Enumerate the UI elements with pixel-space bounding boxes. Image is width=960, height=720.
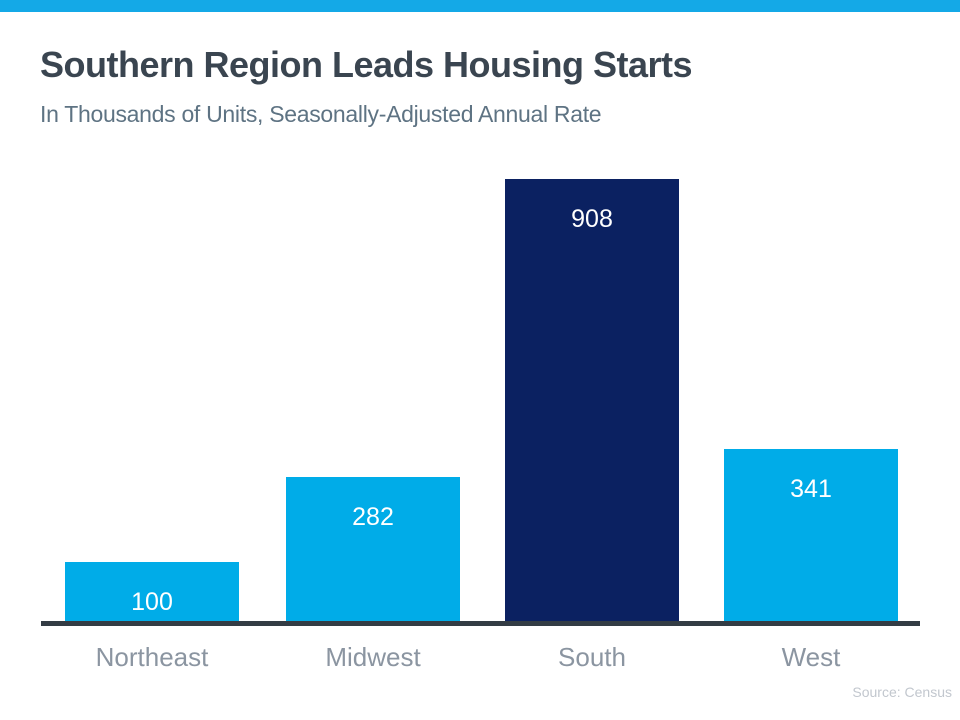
- bar-south: 908: [505, 179, 679, 621]
- category-label-south: South: [558, 642, 626, 672]
- category-label-northeast: Northeast: [95, 642, 209, 672]
- bar-northeast: 100: [65, 562, 239, 621]
- category-label-west: West: [781, 642, 841, 672]
- bar-value-label: 100: [131, 588, 173, 616]
- category-label-midwest: Midwest: [325, 642, 421, 672]
- chart-title: Southern Region Leads Housing Starts: [40, 44, 693, 85]
- bar-value-label: 341: [790, 475, 832, 503]
- bar-west: 341: [724, 449, 898, 621]
- bar-value-label: 282: [352, 503, 394, 531]
- chart-subtitle: In Thousands of Units, Seasonally-Adjust…: [40, 101, 602, 127]
- bar-midwest: 282: [286, 477, 460, 621]
- bar-value-label: 908: [571, 205, 613, 233]
- top-accent-bar: [0, 0, 960, 12]
- source-note: Source: Census: [852, 684, 952, 700]
- x-axis-line: [41, 621, 920, 626]
